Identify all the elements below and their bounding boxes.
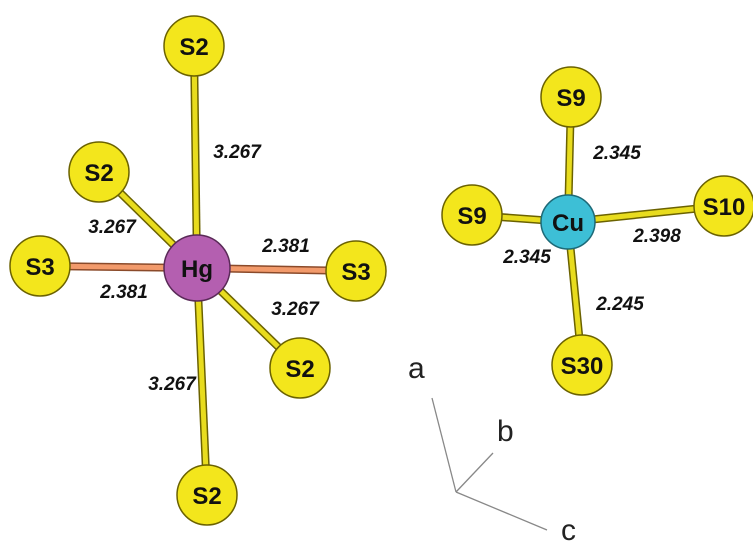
cu-bonds [471,96,723,366]
cu-atoms: S9 S9 S10 S30 Cu [441,66,753,396]
axis-c-label: c [561,514,576,544]
s2-top-label: S2 [179,34,208,61]
cu-dist-right: 2.398 [632,226,681,247]
crystal-axes: a b c [408,352,576,544]
hg-dist-lower-right: 3.267 [271,299,320,320]
hg-dist-right: 2.381 [261,236,310,257]
s2-lower-right-atom [269,337,331,399]
s10-right-atom [693,175,753,237]
hg-dist-upper-left: 3.267 [88,217,137,238]
s9-left-atom [441,184,503,246]
axis-a-line [431,397,457,493]
axis-b-label: b [497,415,514,448]
s10-right-label: S10 [703,194,746,221]
hg-dist-top: 3.267 [213,142,262,163]
cu-distances: 2.345 2.398 2.345 2.245 [502,143,681,315]
hg-dist-bottom: 3.267 [148,374,197,395]
s2-upper-left-label: S2 [84,160,113,187]
s30-bottom-label: S30 [561,353,604,380]
s2-bottom-atom [176,464,238,526]
hg-distances: 3.267 3.267 2.381 2.381 3.267 3.267 [88,142,320,395]
s9-left-label: S9 [457,203,486,230]
s30-bottom-atom [551,334,613,396]
axis-a-label: a [408,352,425,385]
s3-right-atom [325,240,387,302]
s9-top-atom [540,66,602,128]
cu-atom [540,194,596,250]
hg-dist-left: 2.381 [99,282,148,303]
s3-right-label: S3 [341,259,370,286]
s2-top-atom [163,15,225,77]
axis-b-line [455,452,494,493]
s3-left-label: S3 [25,254,54,281]
cu-dist-bottom: 2.245 [595,294,644,315]
cu-dist-top: 2.345 [592,143,641,164]
s9-top-label: S9 [556,85,585,112]
axis-c-line [455,491,548,531]
hg-atom [163,234,231,302]
hg-atoms: Hg S2 S2 S3 S3 S2 S2 [9,15,387,526]
cu-dist-left: 2.345 [502,247,551,268]
s2-lower-right-label: S2 [285,356,314,383]
cu-atom-label: Cu [552,210,584,237]
hg-atom-label: Hg [181,256,213,283]
s2-bottom-label: S2 [192,483,221,510]
s3-left-atom [9,235,71,297]
s2-upper-left-atom [68,141,130,203]
